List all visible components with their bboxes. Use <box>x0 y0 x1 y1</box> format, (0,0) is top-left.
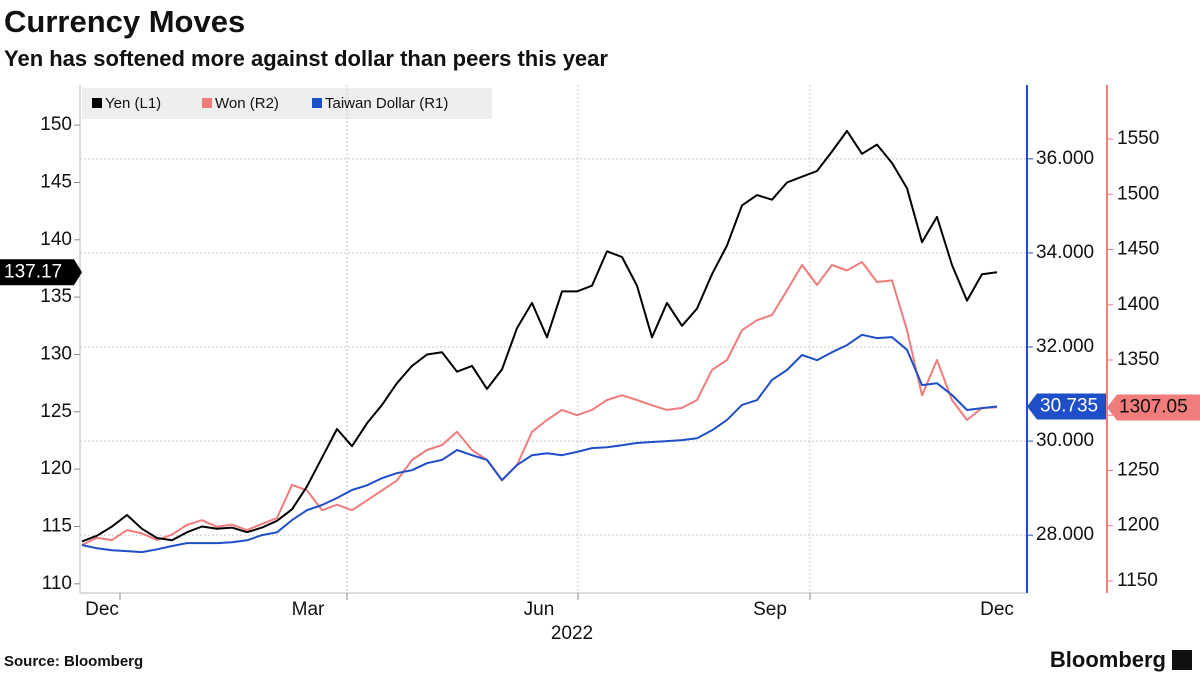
last-value-tag <box>1027 393 1106 420</box>
r1-tick-label: 30.000 <box>1036 430 1094 451</box>
last-value-label: 137.17 <box>4 261 62 282</box>
r1-tick-label: 28.000 <box>1036 524 1094 545</box>
r2-tick-label: 1450 <box>1117 239 1159 260</box>
series-line <box>81 261 998 546</box>
legend-swatch <box>92 98 102 108</box>
y-tick-label: 110 <box>42 573 72 594</box>
chart-title: Currency Moves <box>4 4 245 39</box>
x-tick-label: Dec <box>85 599 119 620</box>
y-tick-label: 140 <box>40 229 72 250</box>
legend-swatch <box>202 98 212 108</box>
r2-tick-label: 1150 <box>1117 570 1158 591</box>
r2-tick-label: 1400 <box>1117 294 1159 315</box>
source: Source: Bloomberg <box>4 653 143 670</box>
legend-label: Yen (L1) <box>105 95 161 112</box>
x-tick-label: Sep <box>753 599 787 620</box>
last-value-tag <box>1107 394 1200 421</box>
r2-tick-label: 1500 <box>1117 183 1159 204</box>
y-tick-label: 125 <box>40 401 72 422</box>
y-tick-label: 115 <box>42 516 72 537</box>
r2-tick-label: 1350 <box>1117 349 1159 370</box>
vertical-grid <box>346 85 811 593</box>
legend-label: Taiwan Dollar (R1) <box>325 95 448 112</box>
x-tick-marks <box>119 593 811 600</box>
r1-tick-label: 34.000 <box>1036 242 1094 263</box>
r2-tick-label: 1200 <box>1117 515 1159 536</box>
y-tick-label: 150 <box>40 114 72 135</box>
x-axis-label: 2022 <box>551 623 593 644</box>
legend-swatch <box>312 98 322 108</box>
series-line <box>81 333 998 554</box>
series-line <box>81 129 998 543</box>
y-tick-label: 130 <box>40 343 72 364</box>
r2-tick-label: 1550 <box>1117 128 1159 149</box>
legend-label: Won (R2) <box>215 95 279 112</box>
y-tick-label: 145 <box>40 171 72 192</box>
brand: Bloomberg <box>1050 647 1166 672</box>
r1-tick-label: 36.000 <box>1036 148 1094 169</box>
r2-tick-label: 1250 <box>1117 459 1159 480</box>
x-tick-label: Dec <box>980 599 1014 620</box>
x-tick-label: Jun <box>524 599 555 620</box>
chart-subtitle: Yen has softened more against dollar tha… <box>4 46 608 71</box>
brand-icon <box>1172 650 1192 670</box>
y-tick-label: 135 <box>40 286 72 307</box>
last-value-tag <box>0 259 82 286</box>
y-tick-label: 120 <box>40 458 72 479</box>
r1-tick-label: 32.000 <box>1036 336 1094 357</box>
last-value-label: 30.735 <box>1040 396 1098 417</box>
last-value-label: 1307.05 <box>1119 396 1188 417</box>
x-tick-label: Mar <box>292 599 325 620</box>
legend-box <box>82 88 492 119</box>
